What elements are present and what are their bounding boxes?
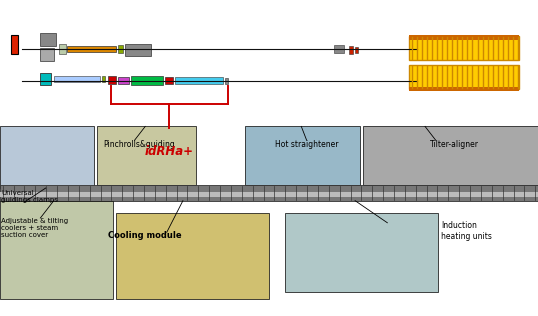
FancyBboxPatch shape <box>363 126 538 185</box>
FancyBboxPatch shape <box>355 47 358 53</box>
FancyBboxPatch shape <box>175 77 223 84</box>
FancyBboxPatch shape <box>40 33 56 46</box>
Text: Adjustable & tilting
coolers + steam
suction cover: Adjustable & tilting coolers + steam suc… <box>1 218 68 238</box>
FancyBboxPatch shape <box>102 76 105 82</box>
Text: Tilter-aligner: Tilter-aligner <box>430 140 479 149</box>
FancyBboxPatch shape <box>409 87 519 91</box>
FancyBboxPatch shape <box>116 213 269 299</box>
FancyBboxPatch shape <box>108 76 116 84</box>
FancyBboxPatch shape <box>67 46 116 52</box>
FancyBboxPatch shape <box>409 65 519 89</box>
FancyBboxPatch shape <box>125 44 151 56</box>
Text: Universal
guidings clamps: Universal guidings clamps <box>1 190 58 203</box>
FancyBboxPatch shape <box>97 126 196 185</box>
Text: Hot straightener: Hot straightener <box>275 140 338 149</box>
FancyBboxPatch shape <box>40 73 51 85</box>
FancyBboxPatch shape <box>54 76 100 82</box>
FancyBboxPatch shape <box>165 77 173 84</box>
Text: Pinchrolls&guiding: Pinchrolls&guiding <box>103 140 175 149</box>
FancyBboxPatch shape <box>349 46 353 54</box>
FancyBboxPatch shape <box>0 201 113 299</box>
FancyBboxPatch shape <box>334 45 344 53</box>
FancyBboxPatch shape <box>409 36 519 60</box>
FancyBboxPatch shape <box>0 192 538 197</box>
FancyBboxPatch shape <box>131 76 163 85</box>
FancyBboxPatch shape <box>11 35 18 54</box>
FancyBboxPatch shape <box>118 45 123 53</box>
FancyBboxPatch shape <box>40 48 54 61</box>
FancyBboxPatch shape <box>409 35 519 40</box>
Text: Cooling module: Cooling module <box>109 231 182 240</box>
Text: idRHa+: idRHa+ <box>145 145 194 158</box>
FancyBboxPatch shape <box>225 78 228 84</box>
Text: Induction
heating units: Induction heating units <box>441 221 492 240</box>
FancyBboxPatch shape <box>245 126 360 185</box>
FancyBboxPatch shape <box>59 44 66 54</box>
FancyBboxPatch shape <box>118 77 129 84</box>
FancyBboxPatch shape <box>285 213 438 292</box>
FancyBboxPatch shape <box>0 185 538 201</box>
FancyBboxPatch shape <box>0 126 94 188</box>
